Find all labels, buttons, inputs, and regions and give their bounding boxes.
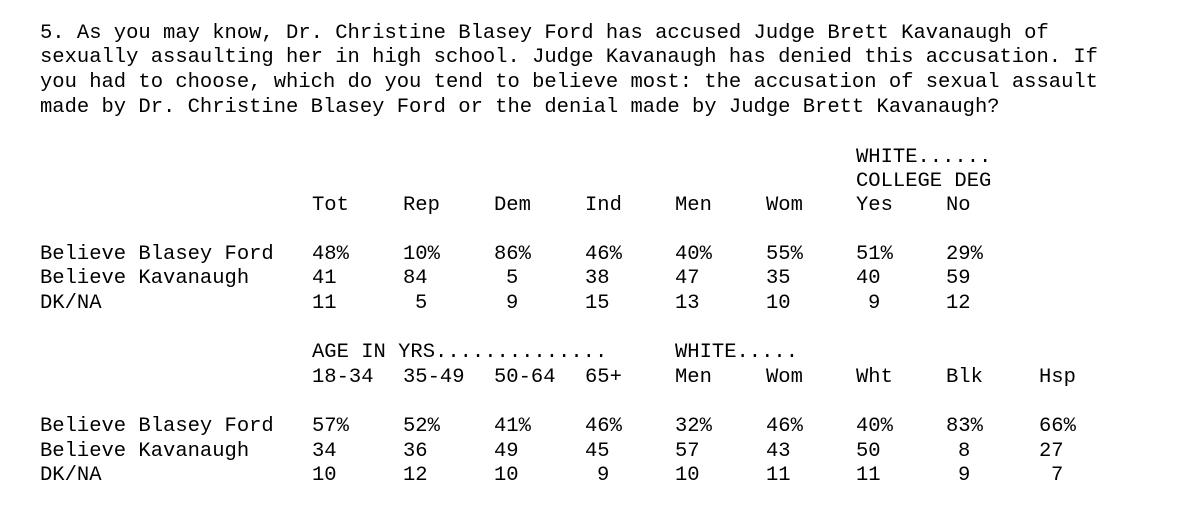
table1-cell: 29% (946, 243, 983, 266)
table1-group-header-white: WHITE...... (856, 146, 992, 169)
table1-col-yes: Yes (856, 194, 893, 217)
table2-group-header-white: WHITE..... (675, 341, 799, 364)
table2-row-label: DK/NA (40, 464, 102, 487)
table2-cell: 46% (766, 415, 803, 438)
table2-cell: 32% (675, 415, 712, 438)
table1-cell: 9 (868, 292, 881, 315)
table1-col-tot: Tot (312, 194, 349, 217)
table1-col-dem: Dem (494, 194, 531, 217)
table2-cell: 41% (494, 415, 531, 438)
table2-cell: 36 (403, 440, 428, 463)
table2-cell: 9 (958, 464, 971, 487)
table1-cell: 12 (946, 292, 971, 315)
table2-cell: 40% (856, 415, 893, 438)
table2-cell: 50 (856, 440, 881, 463)
table2-cell: 57 (675, 440, 700, 463)
table2-cell: 12 (403, 464, 428, 487)
table2-cell: 7 (1051, 464, 1064, 487)
table1-col-no: No (946, 194, 971, 217)
table2-cell: 46% (585, 415, 622, 438)
table2-col-wht: Wht (856, 366, 893, 389)
table2-col-hsp: Hsp (1039, 366, 1076, 389)
table1-cell: 51% (856, 243, 893, 266)
table2-cell: 11 (766, 464, 791, 487)
table2-col-blk: Blk (946, 366, 983, 389)
table2-col-50-64: 50-64 (494, 366, 556, 389)
table2-col-wom: Wom (766, 366, 803, 389)
table1-cell: 59 (946, 267, 971, 290)
table2-cell: 66% (1039, 415, 1076, 438)
table1-col-rep: Rep (403, 194, 440, 217)
table2-cell: 9 (597, 464, 610, 487)
table2-cell: 11 (856, 464, 881, 487)
table1-cell: 9 (506, 292, 519, 315)
table1-row-label: Believe Kavanaugh (40, 267, 250, 290)
table1-cell: 40 (856, 267, 881, 290)
table2-row-label: Believe Kavanaugh (40, 440, 250, 463)
table2-cell: 34 (312, 440, 337, 463)
table1-cell: 41 (312, 267, 337, 290)
table2-row-label: Believe Blasey Ford (40, 415, 274, 438)
table1-cell: 11 (312, 292, 337, 315)
table2-cell: 8 (958, 440, 971, 463)
table1-group-header-college: COLLEGE DEG (856, 170, 992, 193)
table1-cell: 15 (585, 292, 610, 315)
table1-col-wom: Wom (766, 194, 803, 217)
table1-cell: 5 (506, 267, 519, 290)
table2-col-65plus: 65+ (585, 366, 622, 389)
table2-col-35-49: 35-49 (403, 366, 465, 389)
table2-col-men: Men (675, 366, 712, 389)
table2-group-header-age: AGE IN YRS.............. (312, 341, 608, 364)
table2-cell: 10 (494, 464, 519, 487)
question-line-2: sexually assaulting her in high school. … (40, 46, 1098, 69)
table1-cell: 46% (585, 243, 622, 266)
table1-row-label: DK/NA (40, 292, 102, 315)
table1-cell: 86% (494, 243, 531, 266)
table2-cell: 10 (675, 464, 700, 487)
table1-cell: 10% (403, 243, 440, 266)
question-line-3: you had to choose, which do you tend to … (40, 71, 1098, 94)
table2-cell: 83% (946, 415, 983, 438)
table1-cell: 38 (585, 267, 610, 290)
table1-cell: 13 (675, 292, 700, 315)
table2-cell: 27 (1039, 440, 1064, 463)
table2-cell: 10 (312, 464, 337, 487)
table1-cell: 5 (415, 292, 428, 315)
table2-cell: 57% (312, 415, 349, 438)
table1-cell: 55% (766, 243, 803, 266)
table1-cell: 47 (675, 267, 700, 290)
question-line-4: made by Dr. Christine Blasey Ford or the… (40, 96, 1000, 119)
table2-cell: 52% (403, 415, 440, 438)
table1-cell: 35 (766, 267, 791, 290)
question-line-1: 5. As you may know, Dr. Christine Blasey… (40, 22, 1049, 45)
table2-cell: 45 (585, 440, 610, 463)
table1-col-ind: Ind (585, 194, 622, 217)
table1-col-men: Men (675, 194, 712, 217)
table1-cell: 40% (675, 243, 712, 266)
table1-cell: 48% (312, 243, 349, 266)
table1-cell: 10 (766, 292, 791, 315)
table2-col-18-34: 18-34 (312, 366, 374, 389)
table2-cell: 49 (494, 440, 519, 463)
table1-row-label: Believe Blasey Ford (40, 243, 274, 266)
table2-cell: 43 (766, 440, 791, 463)
table1-cell: 84 (403, 267, 428, 290)
